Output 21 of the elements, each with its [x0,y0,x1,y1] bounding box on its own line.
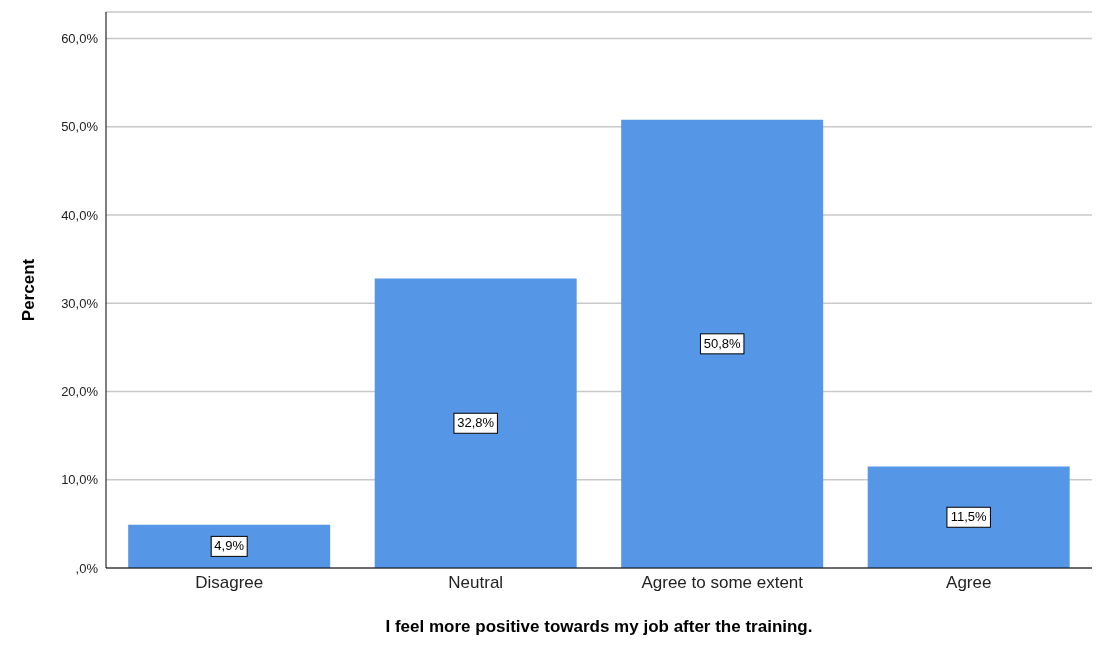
data-label: 4,9% [214,538,245,554]
x-tick-label: Agree to some extent [641,573,804,593]
bar [128,524,331,568]
x-tick-label: Agree [946,573,992,593]
bar [621,119,824,568]
bar [374,278,577,568]
bar [867,466,1070,568]
y-tick-label: 10,0% [61,472,99,488]
y-tick-label: 20,0% [61,384,99,400]
x-tick-label: Disagree [195,573,264,593]
data-label: 32,8% [457,415,495,431]
x-axis-title: I feel more positive towards my job after the training. [385,617,813,636]
data-label: 50,8% [703,335,742,351]
y-tick-label: 60,0% [61,31,99,47]
y-axis-title: Percent [19,258,39,322]
y-tick-label: 30,0% [61,295,99,311]
x-tick-label: Neutral [448,573,504,593]
y-tick-label: 40,0% [61,207,99,223]
data-label: 11,5% [950,509,988,525]
y-tick-label: 50,0% [61,119,99,135]
y-tick-label: ,0% [75,560,99,576]
